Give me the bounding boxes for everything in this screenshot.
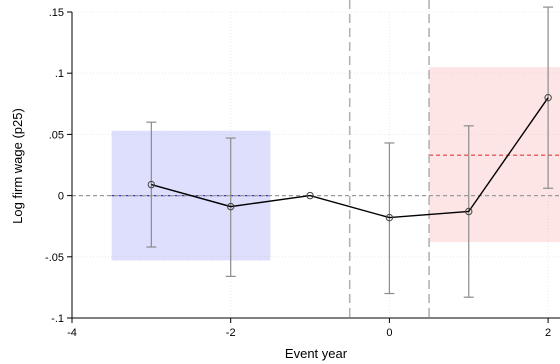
- x-tick-label: -2: [226, 327, 236, 339]
- reference-lines: [72, 0, 560, 318]
- y-axis-title: Log firm wage (p25): [10, 108, 25, 224]
- x-tick-label: -4: [67, 327, 77, 339]
- data-point: [385, 213, 394, 222]
- y-tick-label: .15: [49, 7, 64, 19]
- data-point: [226, 202, 235, 211]
- data-point: [465, 207, 473, 216]
- x-tick-label: 2: [545, 327, 551, 339]
- shaded-region-2: [429, 67, 560, 243]
- x-tick-label: 0: [386, 327, 392, 339]
- estimate-series: [147, 93, 552, 222]
- y-tick-label: -.1: [51, 313, 64, 325]
- data-point: [147, 180, 156, 189]
- series-line: [151, 97, 549, 219]
- y-tick-label: 0: [58, 191, 64, 203]
- y-tick-label: .1: [55, 68, 64, 80]
- tick-labels: -.1 -.05 0 .05 .1 .15 -4 -2 0 2: [45, 7, 551, 339]
- y-tick-label: .05: [49, 129, 64, 141]
- shaded-regions: [111, 67, 560, 261]
- y-tick-label: -.05: [45, 252, 64, 264]
- x-axis-title: Event year: [285, 346, 348, 361]
- axes: [67, 11, 560, 323]
- data-point: [544, 93, 552, 102]
- data-point: [306, 191, 314, 200]
